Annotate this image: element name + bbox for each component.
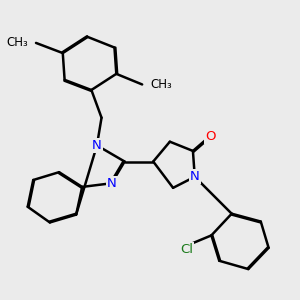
Text: O: O xyxy=(205,130,215,143)
Text: Cl: Cl xyxy=(180,243,194,256)
Text: CH₃: CH₃ xyxy=(6,36,28,50)
Text: N: N xyxy=(107,177,117,190)
Text: N: N xyxy=(190,170,200,183)
Text: CH₃: CH₃ xyxy=(150,78,172,91)
Text: N: N xyxy=(92,139,102,152)
